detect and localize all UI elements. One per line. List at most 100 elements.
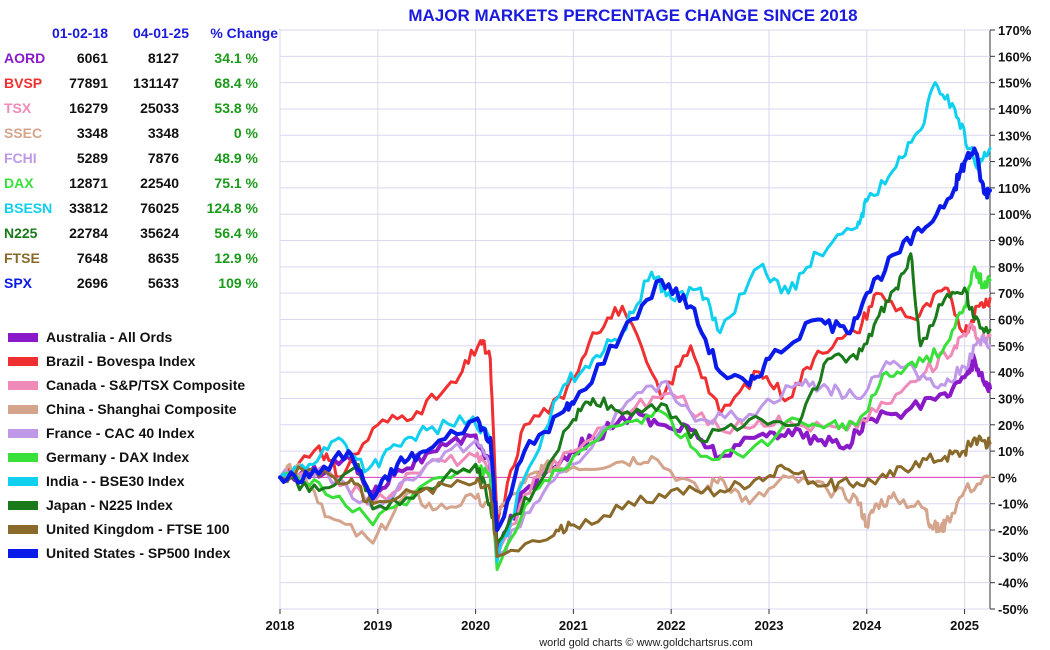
legend-label-aord: Australia - All Ords: [46, 329, 173, 345]
table-change-value: 12.9 %: [214, 250, 258, 266]
table-end-value: 25033: [140, 100, 179, 116]
plot-area: -50% -40% -30% -20% -10% 0% 10% 20% 30% 40% 50% 60%…: [266, 23, 1032, 633]
y-tick-label: 150%: [998, 76, 1032, 91]
legend-label-ssec: China - Shanghai Composite: [46, 401, 237, 417]
y-tick-label: -30%: [998, 549, 1029, 564]
table-start-value: 77891: [69, 75, 108, 91]
y-tick-label: 40%: [998, 365, 1024, 380]
table-start-value: 16279: [69, 100, 108, 116]
y-tick-label: 10%: [998, 444, 1024, 459]
x-tick-label: 2018: [266, 618, 295, 633]
table-start-value: 22784: [69, 225, 108, 241]
y-tick-label: 80%: [998, 260, 1024, 275]
table-change-value: 0 %: [234, 125, 259, 141]
x-tick-label: 2021: [559, 618, 588, 633]
table-code-ftse: FTSE: [4, 250, 40, 266]
table-change-value: 48.9 %: [214, 150, 258, 166]
y-tick-label: 120%: [998, 155, 1032, 170]
table-end-value: 35624: [140, 225, 179, 241]
x-tick-label: 2025: [950, 618, 979, 633]
series-lines: [278, 81, 992, 571]
table-start-value: 7648: [77, 250, 108, 266]
table-code-fchi: FCHI: [4, 150, 37, 166]
table-start-value: 2696: [77, 275, 108, 291]
legend-swatch-bvsp: [8, 357, 38, 366]
table-end-value: 8635: [148, 250, 179, 266]
table-end-value: 5633: [148, 275, 179, 291]
y-tick-label: 110%: [998, 181, 1031, 196]
chart-credit: world gold charts © www.goldchartsrus.co…: [538, 637, 753, 649]
legend-swatch-fchi: [8, 429, 38, 438]
table-change-value: 53.8 %: [214, 100, 258, 116]
table-end-value: 3348: [148, 125, 179, 141]
table-change-value: 124.8 %: [207, 200, 259, 216]
y-tick-label: 60%: [998, 313, 1024, 328]
table-change-value: 68.4 %: [214, 75, 258, 91]
y-tick-label: -50%: [998, 602, 1029, 617]
y-tick-label: 100%: [998, 207, 1032, 222]
series-line-spx: [278, 146, 992, 532]
x-tick-label: 2023: [755, 618, 784, 633]
y-tick-label: 50%: [998, 339, 1024, 354]
table-change-value: 34.1 %: [214, 50, 258, 66]
y-tick-label: 160%: [998, 49, 1032, 64]
table-header-change: % Change: [210, 25, 278, 41]
y-tick-label: -40%: [998, 576, 1029, 591]
table-start-value: 12871: [69, 175, 108, 191]
summary-table: 01-02-18 04-01-25 % Change AORD 6061 8127 3…: [4, 25, 278, 291]
y-tick-label: 70%: [998, 286, 1024, 301]
legend-label-tsx: Canada - S&P/TSX Composite: [46, 377, 245, 393]
legend-label-n225: Japan - N225 Index: [46, 497, 173, 513]
table-end-value: 22540: [140, 175, 179, 191]
table-change-value: 75.1 %: [214, 175, 258, 191]
table-start-value: 5289: [77, 150, 108, 166]
legend-swatch-dax: [8, 453, 38, 462]
legend-swatch-bsesn: [8, 477, 38, 486]
table-end-value: 7876: [148, 150, 179, 166]
table-code-bvsp: BVSP: [4, 75, 42, 91]
legend-swatch-spx: [8, 549, 38, 558]
table-start-value: 33812: [69, 200, 108, 216]
table-header-start: 01-02-18: [52, 25, 108, 41]
table-code-spx: SPX: [4, 275, 33, 291]
table-code-bsesn: BSESN: [4, 200, 52, 216]
y-tick-label: 30%: [998, 391, 1024, 406]
legend-label-fchi: France - CAC 40 Index: [46, 425, 195, 441]
series-line-bsesn: [278, 81, 992, 564]
table-end-value: 8127: [148, 50, 179, 66]
y-axis: -50% -40% -30% -20% -10% 0% 10% 20% 30% 40% 50% 60%…: [990, 23, 1032, 617]
y-tick-label: 20%: [998, 418, 1024, 433]
y-tick-label: -10%: [998, 497, 1029, 512]
gridlines: [279, 29, 990, 610]
table-start-value: 6061: [77, 50, 108, 66]
legend: Australia - All Ords Brazil - Bovespa Ind…: [8, 329, 245, 561]
legend-label-bvsp: Brazil - Bovespa Index: [46, 353, 196, 369]
series-line-ftse: [278, 434, 992, 558]
x-tick-label: 2024: [852, 618, 882, 633]
table-end-value: 131147: [133, 75, 179, 91]
legend-swatch-n225: [8, 501, 38, 510]
series-line-bvsp: [278, 286, 992, 527]
y-tick-label: 90%: [998, 234, 1024, 249]
table-code-tsx: TSX: [4, 100, 32, 116]
series-line-aord: [278, 352, 992, 554]
x-tick-label: 2022: [657, 618, 686, 633]
y-tick-label: 130%: [998, 128, 1032, 143]
table-start-value: 3348: [77, 125, 108, 141]
legend-label-ftse: United Kingdom - FTSE 100: [46, 521, 230, 537]
table-end-value: 76025: [140, 200, 179, 216]
table-code-aord: AORD: [4, 50, 45, 66]
series-line-fchi: [278, 335, 992, 558]
x-tick-label: 2020: [461, 618, 490, 633]
legend-label-spx: United States - SP500 Index: [46, 545, 231, 561]
table-code-n225: N225: [4, 225, 38, 241]
y-tick-label: 0%: [998, 470, 1017, 485]
table-code-dax: DAX: [4, 175, 34, 191]
y-tick-label: 170%: [998, 23, 1032, 38]
table-change-value: 109 %: [218, 275, 258, 291]
legend-label-dax: Germany - DAX Index: [46, 449, 189, 465]
y-tick-label: 140%: [998, 102, 1032, 117]
table-code-ssec: SSEC: [4, 125, 42, 141]
legend-swatch-ssec: [8, 405, 38, 414]
